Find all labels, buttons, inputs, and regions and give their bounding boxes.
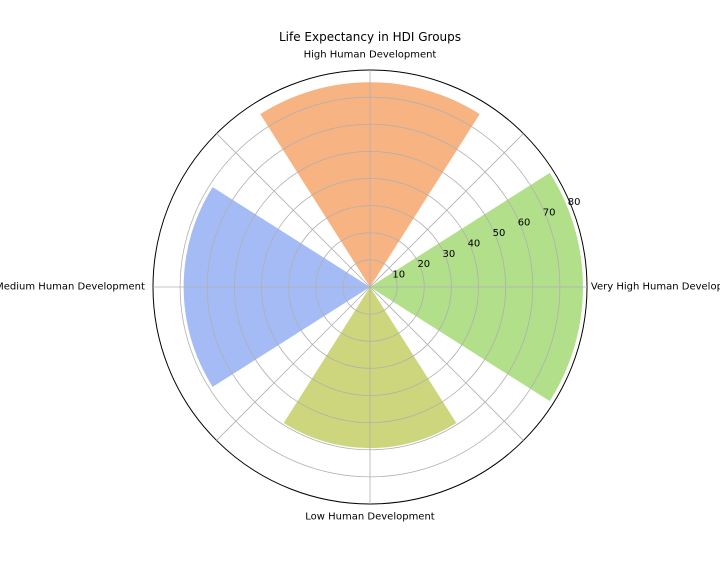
category-label-very-high-human-development: Very High Human Development bbox=[591, 282, 720, 293]
bars-layer bbox=[183, 82, 583, 449]
r-tick-label-20: 20 bbox=[417, 259, 430, 270]
category-label-low-human-development: Low Human Development bbox=[305, 512, 435, 523]
category-label-high-human-development: High Human Development bbox=[304, 50, 437, 61]
r-tick-label-70: 70 bbox=[543, 207, 556, 218]
r-tick-label-80: 80 bbox=[568, 197, 581, 208]
grid-spoke bbox=[369, 286, 524, 441]
grid-spoke bbox=[216, 286, 371, 441]
r-tick-label-60: 60 bbox=[518, 218, 531, 229]
grid-spoke bbox=[369, 133, 524, 288]
r-tick-label-40: 40 bbox=[468, 238, 481, 249]
labels-layer: 10 20 30 40 50 60 70 80 Very High Human Developm… bbox=[0, 50, 720, 523]
category-label-medium-human-development: Medium Human Development bbox=[0, 282, 145, 293]
grid-spoke bbox=[216, 133, 371, 288]
r-tick-label-50: 50 bbox=[493, 228, 506, 239]
r-tick-label-10: 10 bbox=[392, 270, 405, 281]
grid-layer bbox=[152, 69, 588, 505]
r-tick-label-30: 30 bbox=[443, 249, 456, 260]
chart-title: Life Expectancy in HDI Groups bbox=[279, 30, 461, 44]
